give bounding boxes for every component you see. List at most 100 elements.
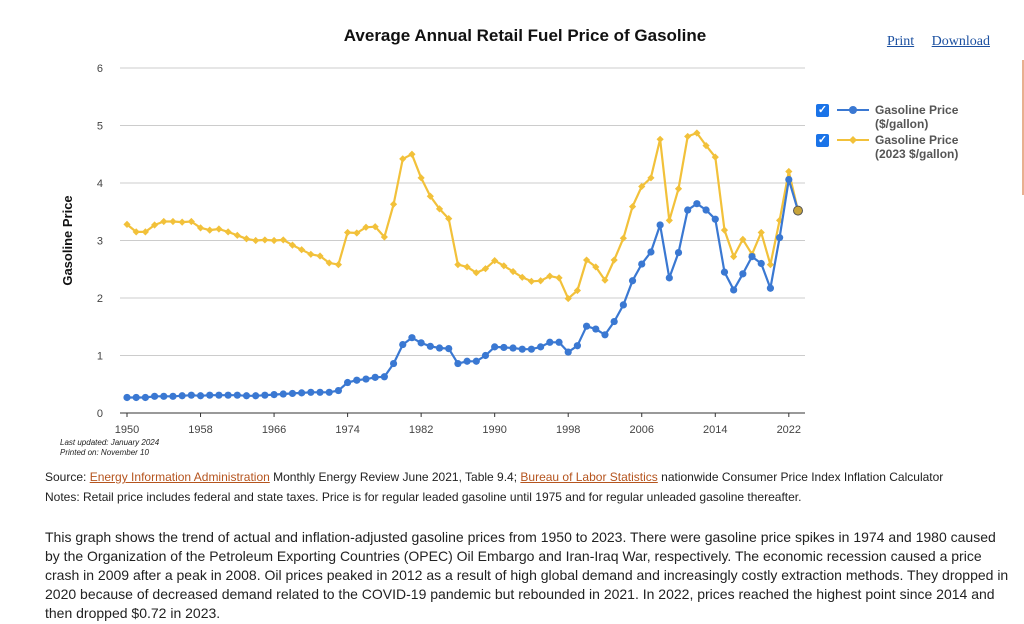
x-tick-label: 2022 xyxy=(777,424,801,436)
data-point xyxy=(730,253,738,261)
data-point xyxy=(702,142,710,150)
data-point xyxy=(785,175,793,184)
last-updated: Last updated: January 2024 xyxy=(60,438,160,447)
source-line: Source: Energy Information Administratio… xyxy=(45,470,1015,484)
data-point xyxy=(518,345,526,353)
data-point xyxy=(582,256,591,264)
data-point xyxy=(353,229,361,237)
data-point xyxy=(711,153,719,161)
data-point xyxy=(435,205,444,213)
data-point xyxy=(150,221,159,229)
data-point xyxy=(325,259,333,267)
data-point xyxy=(693,200,701,208)
x-tick-label: 1950 xyxy=(115,424,139,436)
data-point xyxy=(399,340,407,349)
data-point xyxy=(711,215,719,223)
data-point xyxy=(334,261,343,269)
source-suffix: nationwide Consumer Price Index Inflatio… xyxy=(657,470,944,484)
data-point xyxy=(766,284,775,292)
data-point xyxy=(233,231,241,239)
data-point xyxy=(674,248,683,257)
data-point xyxy=(720,226,729,234)
checkbox-icon[interactable]: ✓ xyxy=(816,134,829,147)
data-point xyxy=(389,359,398,368)
y-tick-label: 2 xyxy=(97,293,103,305)
data-point xyxy=(748,253,756,261)
data-point xyxy=(261,391,269,399)
data-point xyxy=(242,392,251,400)
data-point xyxy=(399,155,407,163)
legend-label: Gasoline Price (2023 $/gallon) xyxy=(875,133,959,161)
data-point xyxy=(518,273,526,281)
data-point xyxy=(344,228,352,237)
y-tick-label: 6 xyxy=(97,63,103,75)
data-point xyxy=(371,223,379,231)
data-point xyxy=(141,393,149,402)
data-point xyxy=(380,233,388,241)
data-point xyxy=(215,225,223,233)
data-point xyxy=(537,277,545,285)
chart-meta: Last updated: January 2024 Printed on: N… xyxy=(60,438,159,458)
data-point xyxy=(665,274,673,282)
data-point xyxy=(647,248,655,256)
data-point xyxy=(408,334,416,342)
download-link[interactable]: Download xyxy=(931,34,990,49)
data-point xyxy=(132,228,140,236)
data-point xyxy=(334,386,343,395)
data-point xyxy=(693,129,701,137)
data-point xyxy=(261,236,269,244)
data-point xyxy=(316,252,324,260)
x-tick-label: 1990 xyxy=(482,424,506,436)
description-paragraph: This graph shows the trend of actual and… xyxy=(45,529,1009,621)
y-axis-label: Gasoline Price xyxy=(60,195,75,285)
legend-label: Gasoline Price ($/gallon) xyxy=(875,103,959,131)
data-point xyxy=(730,286,738,294)
x-tick-label: 2006 xyxy=(629,424,653,436)
data-point xyxy=(463,357,471,365)
data-point xyxy=(270,391,278,399)
data-point xyxy=(509,267,517,276)
line-diamond-icon xyxy=(837,136,869,144)
data-point xyxy=(454,359,462,368)
x-tick-label: 1958 xyxy=(188,424,212,436)
data-point xyxy=(702,206,710,214)
checkbox-icon[interactable]: ✓ xyxy=(816,104,829,117)
data-point xyxy=(509,344,517,352)
data-point xyxy=(196,392,205,400)
highlight-point xyxy=(793,205,803,216)
data-point xyxy=(757,259,765,268)
print-link[interactable]: Print xyxy=(886,34,915,49)
data-point xyxy=(619,234,627,242)
legend-item-nominal[interactable]: ✓ Gasoline Price ($/gallon) xyxy=(816,103,985,131)
data-point xyxy=(656,221,664,229)
data-point xyxy=(132,393,140,402)
data-point xyxy=(123,220,131,228)
data-point xyxy=(463,263,471,271)
data-point xyxy=(252,392,260,400)
y-tick-label: 0 xyxy=(97,408,103,420)
data-point xyxy=(389,200,398,208)
data-point xyxy=(537,343,545,351)
data-point xyxy=(426,192,434,200)
data-point xyxy=(555,274,563,282)
x-tick-label: 1982 xyxy=(409,424,433,436)
data-point xyxy=(757,228,765,237)
legend-item-real[interactable]: ✓ Gasoline Price (2023 $/gallon) xyxy=(816,133,985,161)
scroll-edge xyxy=(1022,60,1024,195)
eia-link[interactable]: Energy Information Administration xyxy=(89,470,270,484)
data-point xyxy=(601,276,609,284)
data-point xyxy=(178,218,186,226)
data-point xyxy=(187,391,195,399)
data-point xyxy=(242,235,251,243)
data-point xyxy=(776,234,784,242)
data-point xyxy=(362,223,370,231)
data-point xyxy=(592,325,600,333)
data-point xyxy=(472,357,480,365)
data-point xyxy=(215,391,223,399)
bls-link[interactable]: Bureau of Labor Statistics xyxy=(520,470,658,484)
data-point xyxy=(592,263,600,271)
notes: Notes: Retail price includes federal and… xyxy=(45,490,802,504)
top-links: Print Download xyxy=(873,34,990,50)
y-tick-label: 1 xyxy=(97,351,103,363)
data-point xyxy=(325,388,333,396)
